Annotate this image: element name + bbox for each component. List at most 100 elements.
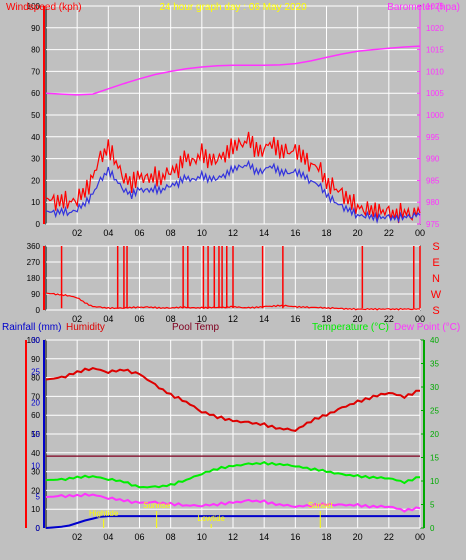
hour-tick-label: 20 — [353, 314, 363, 324]
windspeed-tick-label: 50 — [31, 111, 40, 120]
hour-tick-label: 20 — [353, 532, 363, 542]
humidity-tick-label: 0 — [36, 524, 41, 533]
windspeed-tick-label: 90 — [31, 24, 40, 33]
barometer-tick-label: 985 — [426, 176, 440, 185]
hour-tick-label: 14 — [259, 532, 269, 542]
hour-tick-label: 04 — [103, 532, 113, 542]
hour-tick-label: 20 — [353, 228, 363, 238]
hour-tick-label: 04 — [103, 228, 113, 238]
windspeed-tick-label: 60 — [31, 89, 40, 98]
barometer-tick-label: 1005 — [426, 89, 444, 98]
hour-tick-label: 06 — [134, 228, 144, 238]
hour-tick-label: 22 — [384, 314, 394, 324]
hour-tick-label: 08 — [166, 228, 176, 238]
humidity-tick-label: 50 — [31, 430, 40, 439]
barometer-tick-label: 990 — [426, 155, 440, 164]
hour-tick-label: 22 — [384, 532, 394, 542]
direction-tick-label: 180 — [27, 274, 41, 283]
rainfall-tick-label: 0 — [36, 524, 41, 533]
lowtide-annotation: Lowtide — [197, 514, 225, 523]
hour-tick-label: 12 — [228, 314, 238, 324]
hour-tick-label: 22 — [384, 228, 394, 238]
hour-tick-label: 10 — [197, 314, 207, 324]
barometer-tick-label: 1015 — [426, 46, 444, 55]
temperature-tick-label: 35 — [430, 360, 439, 369]
rainfall-legend: Rainfall (mm) — [2, 322, 61, 333]
hightide-annotation: Hightide — [89, 509, 119, 518]
hour-tick-label: 16 — [290, 532, 300, 542]
windspeed-tick-label: 30 — [31, 155, 40, 164]
hour-tick-label: 18 — [321, 532, 331, 542]
pool-temp-legend: Pool Temp — [172, 322, 220, 333]
temperature-legend: Temperature (°C) — [312, 322, 389, 333]
temperature-tick-label: 20 — [430, 430, 439, 439]
hour-tick-label: 00 — [415, 532, 425, 542]
humidity-tick-label: 100 — [27, 336, 41, 345]
graph-title: 24 hour graph day : 06 May 2020 — [159, 2, 307, 13]
compass-label: S — [432, 241, 439, 253]
hour-tick-label: 00 — [415, 228, 425, 238]
compass-label: S — [432, 305, 439, 317]
hour-tick-label: 08 — [166, 314, 176, 324]
dewpoint-legend: Dew Point (°C) — [394, 322, 460, 333]
windspeed-tick-label: 0 — [36, 220, 41, 229]
rainfall-tick-label: 15 — [31, 430, 40, 439]
humidity-tick-label: 90 — [31, 355, 40, 364]
hour-tick-label: 00 — [415, 314, 425, 324]
average-windspeed-series-line — [45, 159, 421, 225]
hour-tick-label: 10 — [197, 228, 207, 238]
dewpoint-series-line — [45, 492, 421, 513]
rainfall-tick-label: 30 — [31, 336, 40, 345]
temperature-tick-label: 15 — [430, 454, 439, 463]
windspeed-tick-label: 70 — [31, 67, 40, 76]
compass-label: N — [432, 273, 440, 285]
temperature-tick-label: 30 — [430, 383, 439, 392]
humidity-series-line — [45, 367, 421, 432]
windspeed-tick-label: 20 — [31, 176, 40, 185]
barometer-tick-label: 1000 — [426, 111, 444, 120]
humidity-tick-label: 80 — [31, 374, 40, 383]
barometer-tick-label: 975 — [426, 220, 440, 229]
humidity-tick-label: 10 — [31, 505, 40, 514]
barometer-tick-label: 1010 — [426, 67, 444, 76]
rainfall-tick-label: 5 — [36, 493, 41, 502]
rainfall-tick-label: 25 — [31, 367, 40, 376]
direction-tick-label: 0 — [36, 306, 41, 315]
windspeed-axis-title: Windspeed (kph) — [6, 2, 82, 13]
barometer-tick-label: 995 — [426, 133, 440, 142]
hour-tick-label: 18 — [321, 314, 331, 324]
hour-tick-label: 02 — [72, 314, 82, 324]
compass-label: E — [432, 257, 439, 269]
sunrise-annotation: Sunrise — [143, 501, 171, 510]
hour-tick-label: 16 — [290, 228, 300, 238]
hour-tick-label: 14 — [259, 228, 269, 238]
hour-tick-label: 08 — [166, 532, 176, 542]
temperature-tick-label: 0 — [430, 524, 435, 533]
hour-tick-label: 10 — [197, 532, 207, 542]
rainfall-series-line — [45, 515, 420, 529]
humidity-tick-label: 40 — [31, 449, 40, 458]
rainfall-tick-label: 10 — [31, 461, 40, 470]
direction-tick-label: 360 — [27, 242, 41, 251]
temperature-tick-label: 25 — [430, 407, 439, 416]
barometer-tick-label: 980 — [426, 198, 440, 207]
humidity-tick-label: 60 — [31, 411, 40, 420]
rainfall-tick-label: 20 — [31, 399, 40, 408]
windspeed-series-line — [45, 131, 421, 224]
temperature-tick-label: 5 — [430, 501, 435, 510]
direction-tick-label: 270 — [27, 258, 41, 267]
sunset-annotation: Sunset — [308, 501, 334, 510]
humidity-legend: Humidity — [66, 322, 105, 333]
windspeed-tick-label: 80 — [31, 46, 40, 55]
temperature-series-line — [45, 460, 421, 489]
windspeed-tick-label: 10 — [31, 198, 40, 207]
humidity-tick-label: 30 — [31, 468, 40, 477]
compass-label: W — [431, 289, 442, 301]
windspeed-tick-label: 100 — [27, 2, 41, 11]
hour-tick-label: 14 — [259, 314, 269, 324]
hour-tick-label: 02 — [72, 228, 82, 238]
direction-tick-label: 90 — [31, 290, 40, 299]
barometer-series-line — [45, 45, 421, 96]
